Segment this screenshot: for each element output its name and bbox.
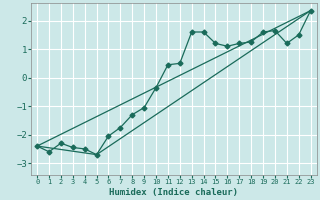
X-axis label: Humidex (Indice chaleur): Humidex (Indice chaleur) — [109, 188, 238, 197]
